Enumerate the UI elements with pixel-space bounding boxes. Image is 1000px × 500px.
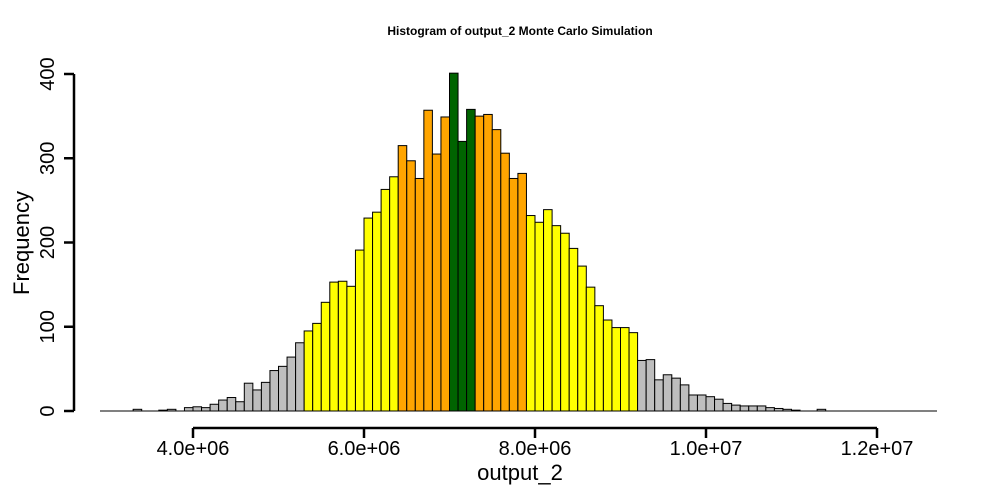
histogram-bar (457, 140, 468, 412)
histogram-bar (466, 108, 476, 412)
histogram-bars (132, 72, 827, 412)
histogram-bar (397, 145, 408, 412)
histogram-bar (739, 405, 750, 412)
histogram-bar (585, 286, 596, 412)
histogram-bar (440, 116, 451, 412)
histogram-bar (218, 399, 228, 412)
histogram-bar (389, 176, 399, 412)
histogram-bar (500, 152, 510, 412)
histogram-bar (295, 342, 305, 412)
histogram-bar (286, 356, 297, 412)
histogram-bar (688, 394, 698, 412)
histogram-bar (577, 265, 587, 412)
histogram-bar (363, 217, 374, 412)
histogram-bar (269, 370, 280, 412)
histogram-bar (474, 115, 485, 412)
histogram-bar (483, 113, 493, 412)
histogram-bar (320, 301, 331, 412)
histogram-bar (722, 402, 733, 412)
y-tick-label: 100 (37, 310, 59, 343)
x-axis-label: output_2 (477, 460, 563, 485)
histogram-bar (534, 221, 545, 412)
histogram-bar (183, 407, 194, 412)
y-tick-label: 200 (37, 226, 59, 259)
histogram-bar (551, 225, 562, 412)
histogram-bar (303, 330, 314, 412)
histogram-bar (654, 379, 664, 412)
histogram-bar (406, 160, 416, 412)
histogram-bar (696, 394, 707, 412)
x-tick-label: 4.0e+06 (157, 438, 230, 460)
histogram-bar (637, 359, 647, 412)
histogram-bar (765, 407, 775, 412)
histogram-bar (611, 327, 622, 412)
histogram-bar (543, 209, 553, 412)
histogram-bar (662, 374, 673, 412)
histogram-bar (671, 377, 681, 412)
histogram-bar (346, 285, 356, 412)
histogram-bar (260, 381, 271, 412)
histogram-bar (252, 389, 262, 412)
histogram-bar (620, 327, 630, 412)
histogram-bar (329, 281, 339, 412)
histogram-bar (525, 215, 536, 412)
y-tick-label: 0 (37, 405, 59, 416)
histogram-bar (372, 211, 382, 412)
x-tick-label: 1.0e+07 (670, 438, 743, 460)
histogram-bar (423, 109, 433, 412)
histogram-bar (594, 305, 604, 412)
histogram-bar (192, 406, 203, 412)
histogram-bar (560, 232, 570, 412)
histogram-bar (414, 177, 425, 412)
y-axis-label: Frequency (9, 191, 34, 295)
histogram-bar (756, 405, 767, 412)
x-tick-label: 1.2e+07 (841, 438, 914, 460)
histogram-bar (517, 172, 527, 412)
histogram-bar (243, 382, 254, 412)
histogram-bar (431, 153, 442, 412)
histogram-bar (226, 397, 237, 412)
histogram-bar (278, 365, 288, 412)
chart-title: Histogram of output_2 Monte Carlo Simula… (387, 24, 652, 38)
histogram-bar (235, 401, 245, 412)
histogram-bar (380, 188, 391, 412)
histogram-bar (508, 177, 519, 412)
histogram-bar (337, 280, 348, 412)
histogram-bar (714, 398, 724, 412)
histogram-bar (568, 247, 579, 412)
histogram-bar (449, 72, 459, 412)
histogram-bar (201, 407, 211, 412)
histogram-bar (209, 403, 220, 412)
histogram-bar (312, 322, 322, 412)
histogram-bar (705, 396, 716, 412)
x-axis: 4.0e+06 6.0e+06 8.0e+06 1.0e+07 1.2e+07 (157, 426, 914, 460)
y-tick-label: 300 (37, 142, 59, 175)
y-axis: 0 100 200 300 400 (37, 57, 76, 417)
histogram-bar (602, 319, 613, 412)
x-tick-label: 8.0e+06 (499, 438, 572, 460)
histogram-bar (491, 129, 502, 412)
histogram-bar (645, 359, 656, 412)
histogram-bar (679, 384, 690, 412)
histogram-bar (731, 404, 741, 412)
histogram-bar (354, 249, 365, 412)
x-tick-label: 6.0e+06 (328, 438, 401, 460)
histogram-bar (628, 332, 639, 412)
histogram-bar (748, 405, 758, 412)
y-tick-label: 400 (37, 57, 59, 90)
